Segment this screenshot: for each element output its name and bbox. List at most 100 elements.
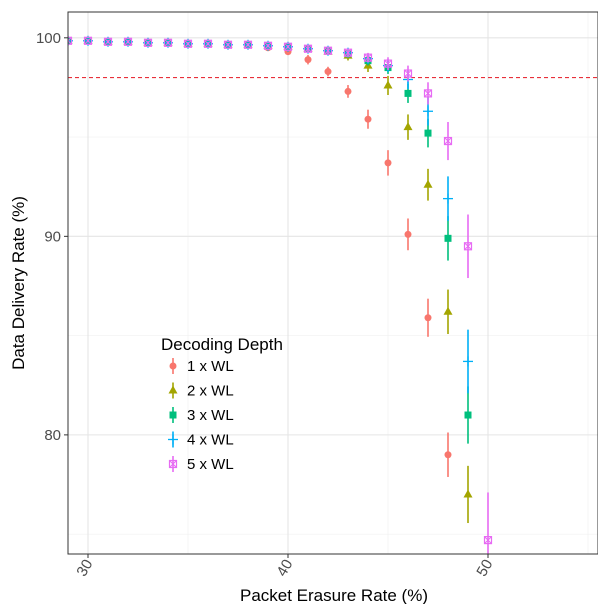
data-point [343,48,353,57]
legend: Decoding Depth 1 x WL 2 x WL 3 x WL 4 x WL 5… [161,335,283,473]
data-point [323,46,333,55]
square-cross-diag2 [444,137,452,145]
square-cross-box [203,39,213,48]
data-point [463,356,473,367]
square-cross-diag2 [264,41,272,50]
data-point [203,39,213,48]
square-cross-diag2 [404,69,412,78]
square-cross-diag2 [284,42,292,51]
square-cross-box [303,44,313,53]
x-tick-label: 40 [273,557,296,580]
square-cross-box [423,89,433,98]
square-cross-box [183,39,193,48]
x-tick-label: 30 [73,557,96,580]
data-point [123,37,133,46]
square-cross-diag2 [244,40,252,49]
square-cross-box [383,59,393,68]
y-tick-label: 80 [44,427,61,444]
square-cross-diag2 [304,44,312,53]
data-point [463,242,473,251]
axis-layer: 80 90 100 30 40 50 [36,30,496,580]
plot-panel-border [67,11,598,555]
square-cross-box [143,38,153,47]
square-cross-diag1 [68,40,72,45]
data-point [68,36,73,45]
data-point [263,41,273,50]
legend-key-marker [169,411,177,419]
square-cross-box [68,36,73,45]
square-cross-diag2 [144,38,152,47]
data-point [403,122,413,131]
legend-label: 5 x WL [187,456,234,473]
square-cross-box [263,41,273,50]
square-cross-box [443,136,453,146]
data-point [183,39,193,48]
data-point [483,536,493,545]
square-cross-diag2 [424,89,432,98]
square-cross-diag2 [124,37,132,46]
data-point [404,89,412,97]
square-cross-diag2 [364,53,372,62]
square-cross-box [163,38,173,47]
data-point [423,179,433,188]
data-point [324,68,332,76]
data-point [243,40,253,49]
square-cross-box [283,42,293,51]
data-point [443,193,453,204]
data-point [424,314,432,322]
data-point [223,40,233,49]
data-point [403,69,413,78]
square-cross-box [83,36,93,45]
square-cross-diag2 [68,36,72,42]
data-point [163,38,173,47]
data-point [444,451,452,459]
square-cross-box [483,536,493,545]
data-point [423,106,433,117]
y-tick-label: 100 [36,30,61,47]
square-cross-box [363,53,373,62]
square-cross-box [243,40,253,49]
data-point [283,42,293,51]
data-point [404,230,412,238]
data-point [424,129,432,137]
data-point [383,59,393,68]
data-point [463,489,473,498]
grid-layer [68,12,598,554]
square-cross-box [463,242,473,251]
data-point [423,89,433,98]
square-cross-box [103,37,113,46]
square-cross-box [123,37,133,46]
data-point [143,38,153,47]
legend-key-marker [168,459,178,469]
square-cross-box [343,48,353,57]
square-cross-diag2 [324,46,332,55]
data-point [363,53,373,62]
data-point [443,136,453,146]
x-tick-label: 50 [473,557,496,580]
square-cross-box [223,40,233,49]
y-tick-label: 90 [44,228,61,245]
square-cross-diag2 [164,38,172,47]
data-point [344,87,352,95]
square-cross-diag2 [204,39,212,48]
square-cross-diag2 [104,37,112,46]
square-cross-diag2 [169,460,177,468]
square-cross-box [323,46,333,55]
data-layer [68,35,493,554]
data-point [444,234,452,242]
legend-label: 2 x WL [187,383,234,400]
legend-label: 1 x WL [187,358,234,375]
square-cross-diag2 [224,40,232,49]
data-point [103,37,113,46]
data-point [364,115,372,123]
data-point [383,80,393,89]
square-cross-diag2 [464,242,472,251]
legend-key-marker [168,385,178,394]
data-point [83,36,93,45]
data-point [304,56,312,64]
square-cross-diag2 [484,536,492,544]
legend-label: 4 x WL [187,432,234,449]
